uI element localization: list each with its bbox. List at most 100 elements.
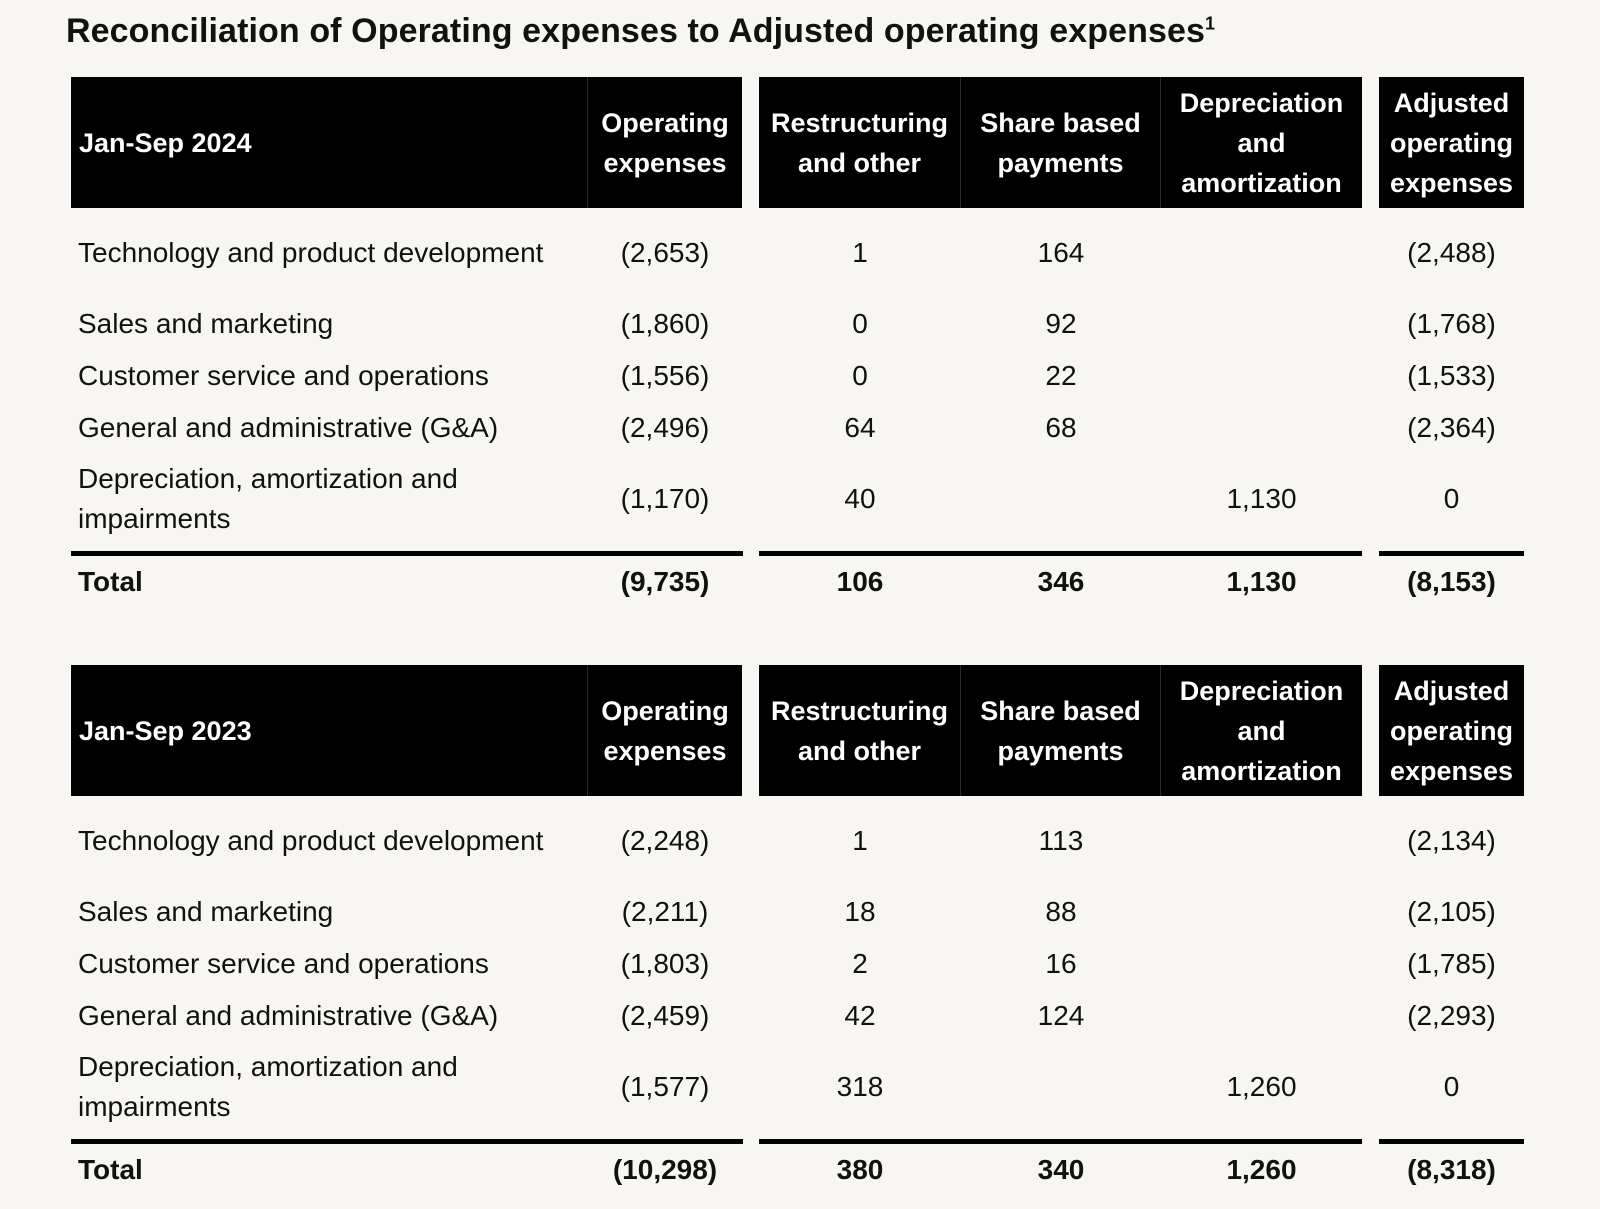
share-based-value: 88	[1045, 896, 1077, 927]
row-label: General and administrative (G&A)	[78, 412, 499, 443]
row-label: Technology and product development	[78, 825, 544, 856]
table-row: Depreciation, amortization and impairmen…	[0, 1042, 1600, 1132]
header-adjusted: Adjusted operating expenses	[1379, 665, 1524, 796]
adjusted-value: (2,364)	[1407, 412, 1496, 443]
table-row: Depreciation, amortization and impairmen…	[0, 454, 1600, 544]
depreciation-value	[1161, 350, 1362, 402]
row-label: Sales and marketing	[78, 896, 334, 927]
operating-expenses-value: (1,860)	[620, 308, 710, 339]
operating-expenses-total: (10,298)	[612, 1154, 718, 1185]
depreciation-total: 1,130	[1226, 566, 1297, 597]
depreciation-value	[1161, 938, 1362, 990]
total-divider	[71, 1139, 743, 1144]
operating-expenses-value: (2,653)	[620, 237, 710, 268]
table-row: General and administrative (G&A) (2,496)…	[0, 402, 1600, 454]
restructuring-value: 1	[852, 237, 868, 268]
share-based-value: 22	[1045, 360, 1077, 391]
restructuring-value: 18	[844, 896, 876, 927]
table-row: Technology and product development (2,65…	[0, 208, 1600, 298]
header-adjusted: Adjusted operating expenses	[1379, 77, 1524, 208]
operating-expenses-value: (2,459)	[620, 1000, 710, 1031]
depreciation-value: 1,260	[1226, 1071, 1297, 1102]
header-period: Jan-Sep 2024	[71, 77, 588, 208]
row-label: Sales and marketing	[78, 308, 334, 339]
depreciation-total: 1,260	[1226, 1154, 1297, 1185]
total-divider	[1379, 551, 1524, 556]
table-row: Customer service and operations (1,556) …	[0, 350, 1600, 402]
header-share-based: Share based payments	[961, 665, 1161, 796]
table-row: Sales and marketing (1,860) 0 92 (1,768)	[0, 298, 1600, 350]
operating-expenses-total: (9,735)	[620, 566, 710, 597]
adjusted-total: (8,153)	[1407, 566, 1496, 597]
operating-expenses-value: (2,248)	[620, 825, 710, 856]
table-row: Technology and product development (2,24…	[0, 796, 1600, 886]
restructuring-value: 40	[844, 483, 876, 514]
total-divider	[71, 551, 743, 556]
operating-expenses-value: (1,556)	[620, 360, 710, 391]
header-share-based: Share based payments	[961, 77, 1161, 208]
operating-expenses-value: (1,577)	[620, 1071, 710, 1102]
share-based-value: 16	[1045, 948, 1077, 979]
share-based-total: 346	[1037, 566, 1085, 597]
row-label: Technology and product development	[78, 237, 544, 268]
restructuring-value: 64	[844, 412, 876, 443]
operating-expenses-value: (2,496)	[620, 412, 710, 443]
depreciation-value	[1161, 796, 1362, 886]
header-operating-expenses: Operating expenses	[588, 77, 742, 208]
adjusted-value: (2,134)	[1407, 825, 1496, 856]
adjusted-value: 0	[1443, 1071, 1460, 1102]
restructuring-value: 318	[836, 1071, 884, 1102]
share-based-value: 113	[1038, 825, 1084, 856]
share-based-value	[961, 454, 1161, 544]
operating-expenses-value: (1,803)	[620, 948, 710, 979]
restructuring-value: 2	[852, 948, 868, 979]
depreciation-value: 1,130	[1226, 483, 1297, 514]
adjusted-value: (1,785)	[1407, 948, 1496, 979]
share-based-value: 164	[1037, 237, 1085, 268]
share-based-value	[961, 1042, 1161, 1132]
restructuring-value: 0	[852, 360, 868, 391]
depreciation-value	[1161, 298, 1362, 350]
adjusted-total: (8,318)	[1407, 1154, 1496, 1185]
row-label: Depreciation, amortization and impairmen…	[78, 463, 458, 534]
row-label: Depreciation, amortization and impairmen…	[78, 1051, 458, 1122]
adjusted-value: (1,768)	[1407, 308, 1496, 339]
header-period: Jan-Sep 2023	[71, 665, 588, 796]
restructuring-value: 1	[852, 825, 868, 856]
header-restructuring: Restructuring and other	[759, 77, 961, 208]
share-based-value: 124	[1037, 1000, 1085, 1031]
row-label: Customer service and operations	[78, 360, 489, 391]
page-title: Reconciliation of Operating expenses to …	[66, 12, 1216, 50]
row-label: Total	[78, 566, 143, 597]
header-depreciation: Depreciation and amortization	[1161, 77, 1362, 208]
adjusted-value: (2,293)	[1407, 1000, 1496, 1031]
restructuring-value: 0	[852, 308, 868, 339]
share-based-value: 92	[1045, 308, 1077, 339]
row-label: General and administrative (G&A)	[78, 1000, 499, 1031]
total-row: Total (9,735) 106 346 1,130 (8,153)	[0, 558, 1600, 606]
total-divider	[759, 551, 1362, 556]
table-row: Sales and marketing (2,211) 18 88 (2,105…	[0, 886, 1600, 938]
row-label: Customer service and operations	[78, 948, 489, 979]
share-based-value: 68	[1045, 412, 1077, 443]
table-row: Customer service and operations (1,803) …	[0, 938, 1600, 990]
depreciation-value	[1161, 886, 1362, 938]
operating-expenses-value: (2,211)	[621, 896, 709, 927]
depreciation-value	[1161, 208, 1362, 298]
adjusted-value: 0	[1443, 483, 1460, 514]
total-row: Total (10,298) 380 340 1,260 (8,318)	[0, 1146, 1600, 1194]
restructuring-value: 42	[844, 1000, 876, 1031]
depreciation-value	[1161, 990, 1362, 1042]
restructuring-total: 106	[836, 566, 884, 597]
depreciation-value	[1161, 402, 1362, 454]
total-divider	[759, 1139, 1362, 1144]
adjusted-value: (2,488)	[1407, 237, 1496, 268]
adjusted-value: (2,105)	[1407, 896, 1496, 927]
restructuring-total: 380	[836, 1154, 884, 1185]
header-restructuring: Restructuring and other	[759, 665, 961, 796]
operating-expenses-value: (1,170)	[620, 483, 710, 514]
row-label: Total	[78, 1154, 143, 1185]
adjusted-value: (1,533)	[1407, 360, 1496, 391]
table-row: General and administrative (G&A) (2,459)…	[0, 990, 1600, 1042]
share-based-total: 340	[1037, 1154, 1085, 1185]
